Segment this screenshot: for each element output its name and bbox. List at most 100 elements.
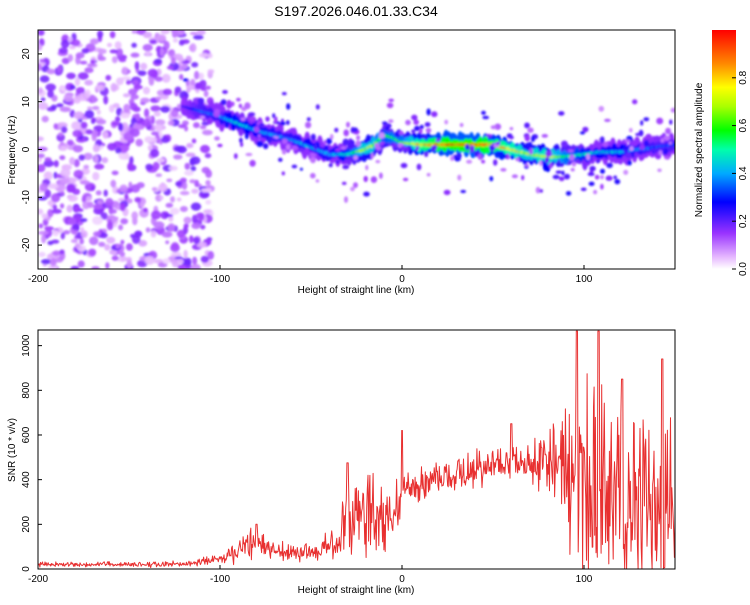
scatter-blob	[444, 119, 449, 125]
scatter-blob	[493, 159, 498, 166]
noise-blob	[47, 89, 54, 98]
scatter-blob	[539, 160, 543, 167]
scatter-blob	[594, 174, 600, 180]
noise-blob	[201, 188, 212, 193]
scatter-blob	[226, 102, 233, 109]
noise-blob	[139, 202, 145, 208]
noise-blob	[124, 193, 129, 201]
noise-blob	[67, 218, 77, 226]
noise-blob	[106, 221, 114, 231]
scatter-blob	[602, 141, 609, 147]
noise-blob	[166, 178, 173, 183]
noise-blob	[155, 124, 163, 133]
noise-blob	[104, 244, 111, 251]
scatter-blob	[400, 162, 408, 169]
noise-blob	[153, 111, 161, 117]
scatter-blob	[511, 174, 518, 179]
scatter-blob	[291, 164, 298, 169]
noise-blob	[75, 242, 81, 249]
noise-blob	[103, 95, 109, 105]
scatter-blob	[560, 140, 568, 148]
noise-blob	[118, 224, 124, 231]
noise-blob	[97, 56, 107, 61]
noise-blob	[109, 31, 116, 39]
scatter-blob	[613, 175, 617, 180]
noise-blob	[151, 187, 157, 192]
scatter-blob	[593, 189, 598, 195]
noise-blob	[203, 209, 212, 214]
spectrogram-marks	[38, 30, 675, 269]
noise-blob	[193, 34, 204, 40]
noise-blob	[87, 184, 92, 191]
noise-blob	[179, 190, 190, 196]
noise-blob	[185, 152, 196, 157]
scatter-blob	[334, 148, 341, 152]
scatter-blob	[529, 147, 533, 155]
scatter-blob	[591, 155, 596, 160]
ridge-core	[671, 143, 675, 147]
noise-blob	[136, 182, 145, 189]
noise-blob	[207, 250, 215, 260]
noise-blob	[120, 112, 130, 119]
noise-blob	[92, 144, 100, 153]
scatter-blob	[425, 127, 432, 133]
scatter-blob	[370, 152, 374, 160]
noise-blob	[53, 123, 59, 130]
scatter-blob	[604, 118, 611, 122]
noise-blob	[39, 75, 50, 83]
scatter-blob	[233, 153, 238, 160]
noise-blob	[60, 145, 68, 151]
noise-blob	[144, 50, 152, 56]
noise-blob	[198, 72, 204, 80]
noise-blob	[70, 265, 80, 269]
scatter-blob	[544, 156, 550, 164]
noise-blob	[144, 108, 150, 118]
scatter-blob	[345, 156, 352, 160]
scatter-blob	[335, 160, 340, 164]
scatter-blob	[634, 152, 639, 159]
noise-blob	[189, 31, 198, 36]
noise-blob	[123, 132, 130, 141]
noise-blob	[158, 183, 168, 192]
noise-blob	[51, 193, 61, 203]
scatter-blob	[464, 144, 470, 151]
scatter-blob	[482, 115, 490, 120]
noise-blob	[174, 86, 182, 94]
noise-blob	[172, 38, 179, 43]
noise-blob	[49, 258, 57, 267]
noise-blob	[114, 41, 122, 50]
noise-blob	[38, 87, 43, 94]
scatter-blob	[663, 148, 669, 155]
spectrogram-ytick-label: -10	[21, 190, 32, 205]
noise-blob	[120, 218, 129, 225]
noise-blob	[130, 52, 140, 58]
noise-blob	[144, 255, 155, 265]
scatter-blob	[299, 167, 303, 171]
noise-blob	[38, 153, 45, 159]
noise-blob	[167, 223, 176, 232]
scatter-blob	[525, 163, 529, 167]
noise-blob	[100, 232, 108, 239]
noise-blob	[140, 62, 148, 71]
scatter-blob	[627, 160, 632, 166]
noise-blob	[91, 117, 97, 123]
noise-blob	[59, 249, 65, 255]
scatter-blob	[286, 103, 291, 110]
scatter-blob	[239, 137, 243, 143]
spectrogram-ytick-label: -20	[21, 237, 32, 252]
noise-blob	[194, 70, 200, 80]
noise-blob	[85, 129, 93, 135]
scatter-blob	[426, 108, 431, 116]
noise-blob	[203, 90, 209, 98]
noise-blob	[115, 244, 120, 249]
noise-blob	[84, 67, 94, 74]
scatter-blob	[670, 107, 675, 113]
scatter-blob	[363, 191, 370, 197]
noise-blob	[67, 54, 74, 62]
noise-blob	[69, 45, 76, 50]
noise-blob	[156, 158, 165, 163]
scatter-blob	[249, 159, 256, 167]
scatter-blob	[388, 119, 394, 123]
